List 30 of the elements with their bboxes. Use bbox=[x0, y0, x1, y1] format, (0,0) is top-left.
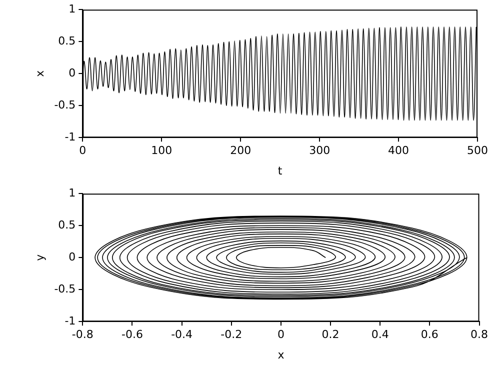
y-tick-label: 0 bbox=[68, 66, 76, 80]
y-tick-label: 1 bbox=[68, 2, 76, 16]
x-tick-label: 0 bbox=[277, 328, 284, 342]
y-axis-title: y bbox=[33, 254, 46, 261]
x-tick-label: 0.4 bbox=[371, 328, 389, 342]
x-tick-label: 300 bbox=[309, 144, 330, 158]
x-tick-label: 100 bbox=[151, 144, 172, 158]
x-tick-label: 0.6 bbox=[420, 328, 438, 342]
x-axis-title: t bbox=[278, 164, 283, 178]
y-tick-label: -1 bbox=[64, 130, 76, 144]
x-tick-label: 400 bbox=[388, 144, 410, 158]
x-tick-label: 500 bbox=[467, 144, 488, 158]
y-tick-label: -0.5 bbox=[54, 282, 76, 296]
line-series bbox=[94, 216, 468, 300]
x-tick-label: -0.6 bbox=[122, 328, 143, 342]
x-tick-label: 0 bbox=[79, 144, 86, 158]
y-tick-label: -0.5 bbox=[54, 98, 76, 112]
x-tick-label: 0.8 bbox=[470, 328, 488, 342]
y-tick-label: 0 bbox=[68, 250, 76, 264]
y-tick-label: -1 bbox=[64, 314, 76, 328]
y-tick-label: 0.5 bbox=[58, 34, 76, 48]
x-tick-label: -0.4 bbox=[171, 328, 193, 342]
y-tick-label: 1 bbox=[68, 186, 76, 200]
x-tick-label: -0.8 bbox=[72, 328, 94, 342]
y-tick-label: 0.5 bbox=[58, 218, 76, 232]
x-tick-label: 0.2 bbox=[322, 328, 340, 342]
y-axis-title: x bbox=[33, 70, 46, 77]
x-tick-label: 200 bbox=[230, 144, 252, 158]
x-tick-label: -0.2 bbox=[220, 328, 242, 342]
x-axis-title: x bbox=[278, 348, 285, 362]
